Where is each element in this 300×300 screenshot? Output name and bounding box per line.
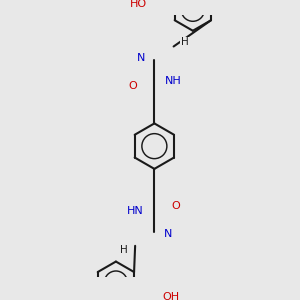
Text: H: H — [181, 37, 188, 47]
Text: H: H — [120, 245, 128, 255]
Text: N: N — [136, 53, 145, 63]
Text: O: O — [128, 81, 137, 91]
Text: HN: HN — [127, 206, 144, 216]
Text: HO: HO — [130, 0, 147, 9]
Text: NH: NH — [165, 76, 181, 86]
Text: O: O — [172, 202, 181, 212]
Text: OH: OH — [162, 292, 179, 300]
Text: N: N — [164, 230, 172, 239]
